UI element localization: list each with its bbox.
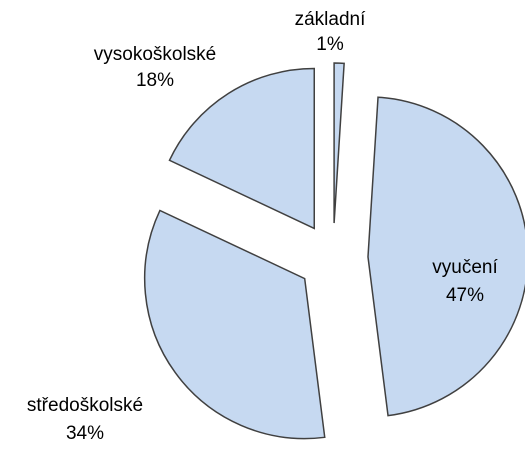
slice-value-label: 47% — [446, 285, 484, 306]
slice-label: základní — [295, 9, 366, 30]
slice-label: středoškolské — [27, 395, 143, 416]
slice-value-label: 18% — [136, 70, 174, 91]
pie-slice — [143, 209, 326, 440]
slice-value-label: 34% — [66, 423, 104, 444]
pie-slice — [367, 96, 525, 417]
slice-label: vysokoškolské — [94, 44, 217, 65]
pie-slice — [168, 67, 315, 230]
slice-label: vyučení — [432, 257, 498, 278]
pie-slice — [333, 62, 345, 224]
slice-value-label: 1% — [316, 34, 344, 55]
